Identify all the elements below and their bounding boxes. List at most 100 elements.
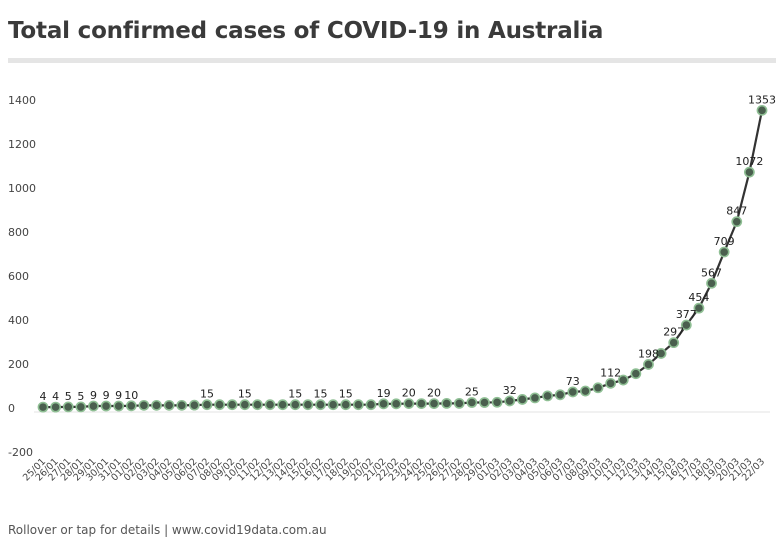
data-label: 25 [465,386,479,399]
data-point[interactable] [390,398,402,410]
data-label: 19 [377,387,391,400]
data-point[interactable] [680,319,692,331]
data-point[interactable] [352,399,364,411]
x-axis: 25/0126/0127/0128/0129/0130/0131/0101/02… [21,456,767,483]
data-label: 9 [103,389,110,402]
data-label: 9 [115,389,122,402]
y-tick-label: 600 [8,270,29,283]
data-label: 847 [726,205,747,218]
y-axis: -200 0 200 400 600 800 1000 1200 1400 [8,94,770,459]
data-label: 297 [663,326,684,339]
data-point[interactable] [504,395,516,407]
data-label: 15 [339,388,353,401]
data-point[interactable] [365,399,377,411]
footer-note: Rollover or tap for details | www.covid1… [8,523,327,537]
data-point[interactable] [403,398,415,409]
y-tick-label: 200 [8,358,29,371]
data-point[interactable] [289,399,301,411]
data-point[interactable] [743,166,755,178]
data-point[interactable] [428,398,440,409]
data-point[interactable] [479,397,490,408]
data-point[interactable] [567,386,579,398]
data-point[interactable] [214,399,225,411]
data-point[interactable] [37,401,49,413]
y-tick-label: 1400 [8,94,36,107]
data-label: 4 [40,390,47,403]
data-label: 377 [676,308,697,321]
data-point[interactable] [226,399,238,411]
line-chart[interactable]: -200 0 200 400 600 800 1000 1200 1400 25/0126/01… [0,0,784,520]
data-label: 15 [314,388,328,401]
data-point[interactable] [592,382,604,394]
data-point[interactable] [315,399,326,411]
data-point[interactable] [453,397,465,409]
data-point[interactable] [668,337,680,349]
series-line [43,110,764,409]
data-point[interactable] [113,400,125,412]
y-tick-label: 1000 [8,182,36,195]
data-point[interactable] [630,368,642,380]
data-point[interactable] [542,390,553,402]
data-point[interactable] [441,397,453,409]
chart-title: Total confirmed cases of COVID-19 in Aus… [8,18,604,44]
data-point[interactable] [605,377,617,389]
data-point[interactable] [491,396,503,408]
data-label: 9 [90,389,97,402]
data-point[interactable] [176,399,188,411]
data-point[interactable] [706,277,717,289]
data-label: 5 [65,390,72,403]
data-point[interactable] [188,399,200,411]
data-point[interactable] [516,394,528,405]
data-point[interactable] [378,398,389,410]
data-point[interactable] [252,399,263,411]
data-label: 20 [427,387,441,400]
data-point[interactable] [75,401,87,413]
data-label: 10 [124,389,138,402]
data-point[interactable] [302,399,314,411]
y-tick-label: 1200 [8,138,36,151]
data-point[interactable] [151,399,162,411]
data-label: 198 [638,347,659,360]
data-label: 454 [688,291,709,304]
data-label: 15 [238,388,252,401]
title-divider [8,58,776,63]
data-label: 32 [503,384,517,397]
y-tick-label: 0 [8,402,15,415]
data-point[interactable] [529,392,541,404]
y-tick-label: 800 [8,226,29,239]
data-point[interactable] [201,399,213,411]
data-point[interactable] [239,399,251,411]
data-point[interactable] [125,400,137,412]
data-point[interactable] [163,399,175,411]
data-point[interactable] [466,397,478,408]
data-label: 20 [402,387,416,400]
data-label: 1353 [748,93,776,106]
y-tick-label: 400 [8,314,29,327]
data-label: 709 [714,235,735,248]
data-point[interactable] [62,401,74,413]
data-labels: 4 4 5 5 9 9 9 10 15 15 15 15 15 19 20 20 25 3273112198297… [40,93,777,403]
data-point[interactable] [277,399,289,411]
data-point[interactable] [643,359,654,370]
data-point[interactable] [100,400,112,412]
data-point[interactable] [580,385,591,397]
data-point[interactable] [731,216,743,228]
data-point[interactable] [693,302,705,314]
data-point[interactable] [554,389,566,401]
data-label: 1072 [735,155,763,168]
data-point[interactable] [416,398,427,409]
data-point[interactable] [327,399,339,411]
data-point[interactable] [756,104,768,116]
data-point[interactable] [340,399,352,411]
data-point[interactable] [50,401,62,413]
data-point[interactable] [617,374,629,386]
y-tick-label: -200 [8,446,33,459]
data-point[interactable] [264,399,276,411]
data-point[interactable] [718,246,730,258]
data-label: 73 [566,375,580,388]
data-point[interactable] [138,399,150,411]
series-total-cases[interactable] [37,104,768,413]
data-label: 567 [701,266,722,279]
data-point[interactable] [88,400,99,412]
data-point[interactable] [655,348,667,359]
